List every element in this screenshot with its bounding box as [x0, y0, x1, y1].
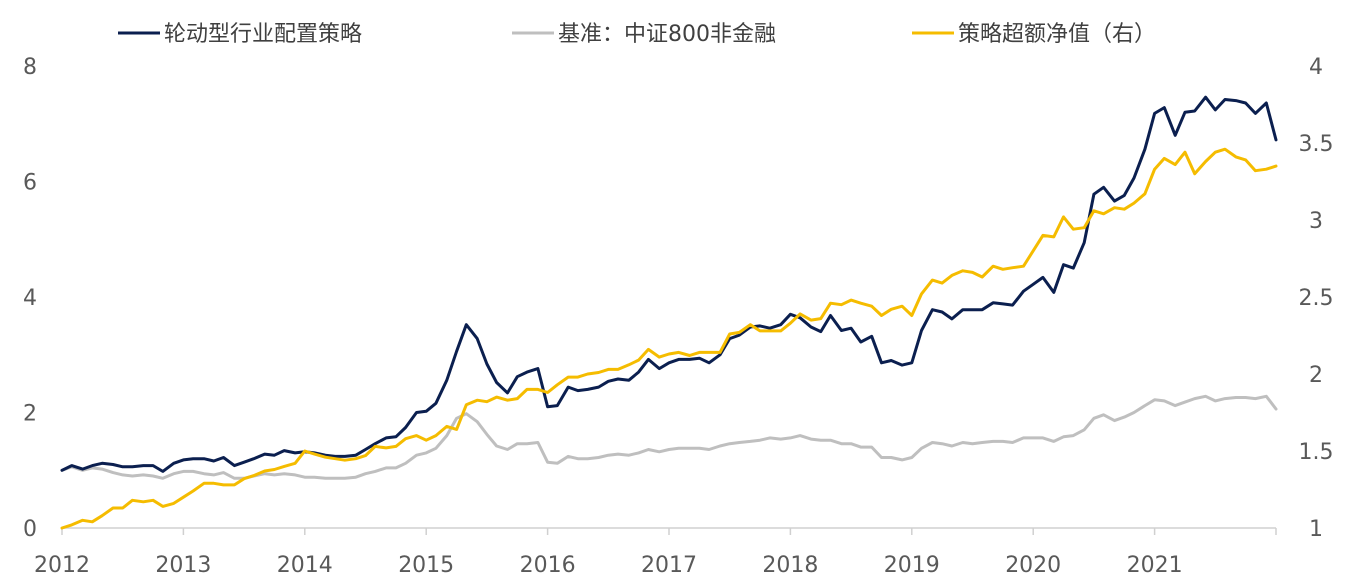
- x-tick-label: 2019: [884, 553, 940, 578]
- legend-item: 基准：中证800非金融: [512, 22, 776, 47]
- left-tick-label: 4: [23, 286, 37, 311]
- x-tick-label: 2020: [1005, 553, 1061, 578]
- series-lines: [60, 95, 1278, 530]
- right-tick-label: 3.5: [1299, 132, 1334, 157]
- left-tick-label: 6: [23, 171, 37, 196]
- right-tick-label: 1.5: [1299, 440, 1334, 465]
- series-line: [60, 95, 1278, 473]
- right-tick-label: 4: [1309, 55, 1323, 80]
- series-line: [60, 147, 1278, 530]
- right-y-axis: 1 1.5 2 2.5 3 3.5 4: [1299, 55, 1334, 542]
- x-tick-label: 2018: [762, 553, 818, 578]
- right-tick-label: 2.5: [1299, 286, 1334, 311]
- x-tick-label: 2017: [641, 553, 697, 578]
- left-tick-label: 2: [23, 402, 37, 427]
- legend-item: 轮动型行业配置策略: [118, 22, 362, 47]
- x-tick-label: 2016: [520, 553, 576, 578]
- chart-legend: 轮动型行业配置策略 基准：中证800非金融 策略超额净值（右）: [118, 22, 1156, 47]
- left-tick-label: 8: [23, 55, 37, 80]
- left-tick-label: 0: [23, 517, 37, 542]
- legend-label: 基准：中证800非金融: [558, 22, 776, 47]
- left-y-axis: 0 2 4 6 8: [23, 55, 37, 542]
- legend-label: 轮动型行业配置策略: [164, 22, 362, 47]
- x-tick-label: 2015: [398, 553, 454, 578]
- right-tick-label: 3: [1309, 209, 1323, 234]
- series-line: [60, 394, 1278, 480]
- x-axis: 2012 2013 2014 2015 2016 2017 2018 2019 2020 2021: [34, 527, 1277, 578]
- right-tick-label: 1: [1309, 517, 1323, 542]
- x-tick-label: 2012: [34, 553, 90, 578]
- right-tick-label: 2: [1309, 363, 1323, 388]
- x-tick-label: 2014: [277, 553, 333, 578]
- legend-label: 策略超额净值（右）: [958, 22, 1156, 47]
- x-tick-label: 2013: [155, 553, 211, 578]
- x-tick-label: 2021: [1127, 553, 1183, 578]
- legend-item: 策略超额净值（右）: [912, 22, 1156, 47]
